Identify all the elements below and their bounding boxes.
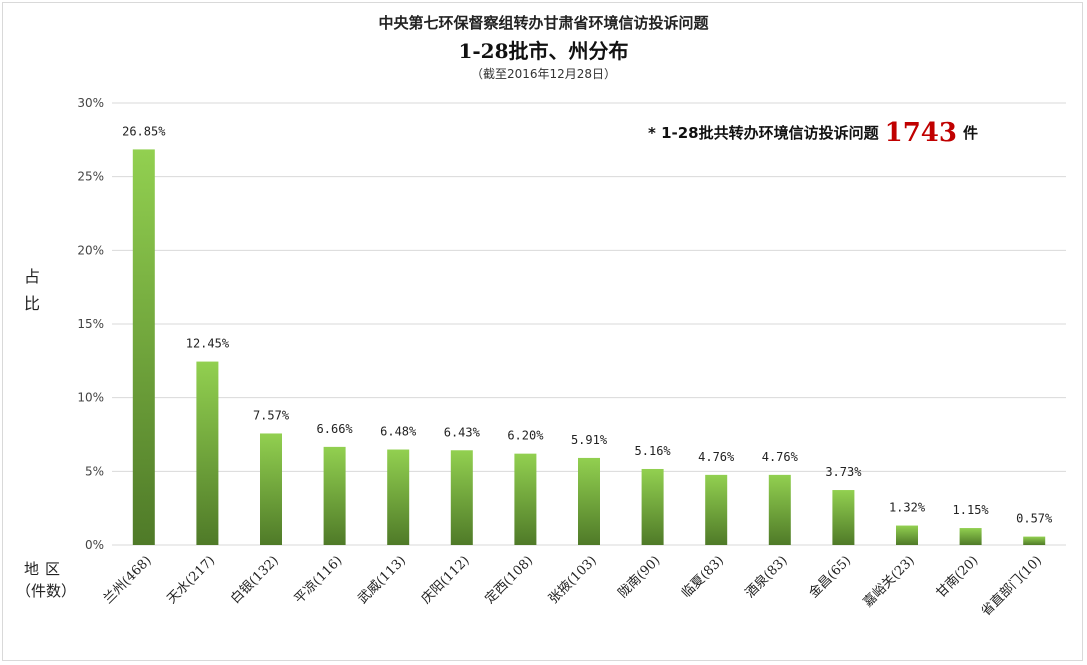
data-label: 6.48% bbox=[380, 425, 417, 439]
y-tick-label: 15% bbox=[77, 317, 104, 331]
bar bbox=[514, 453, 537, 545]
data-label: 7.57% bbox=[253, 408, 290, 422]
data-label: 4.76% bbox=[698, 450, 735, 464]
data-label: 6.20% bbox=[507, 429, 544, 443]
total-note: * 1-28批共转办环境信访投诉问题 1743 件 bbox=[648, 118, 978, 148]
bar bbox=[323, 446, 346, 545]
data-label: 1.15% bbox=[953, 503, 990, 517]
x-tick-label: 平凉(116) bbox=[292, 553, 346, 607]
x-tick-label: 嘉峪关(23) bbox=[861, 553, 918, 610]
y-tick-label: 5% bbox=[85, 464, 104, 478]
x-tick-label: 天水(217) bbox=[165, 553, 219, 607]
y-tick-label: 25% bbox=[77, 170, 104, 184]
bar bbox=[260, 433, 282, 545]
data-label: 6.43% bbox=[444, 425, 481, 439]
total-note-prefix: * 1-28批共转办环境信访投诉问题 bbox=[648, 124, 879, 142]
bar bbox=[768, 474, 791, 545]
y-axis-label-line2: 比 bbox=[24, 294, 41, 313]
x-axis-label-line2: （件数） bbox=[16, 582, 77, 600]
total-note-suffix: 件 bbox=[962, 124, 978, 142]
x-tick-label: 张掖(103) bbox=[546, 553, 600, 607]
data-label: 6.66% bbox=[317, 422, 354, 436]
x-tick-label: 白银(132) bbox=[227, 553, 281, 607]
data-label: 5.16% bbox=[635, 444, 672, 458]
bar bbox=[641, 468, 664, 545]
x-tick-label: 陇南(90) bbox=[615, 553, 664, 602]
data-label: 5.91% bbox=[571, 433, 608, 447]
total-note-number: 1743 bbox=[884, 118, 957, 148]
bar bbox=[832, 490, 855, 545]
x-tick-label: 定西(108) bbox=[483, 553, 537, 607]
x-tick-label: 临夏(83) bbox=[679, 553, 727, 601]
y-tick-label: 10% bbox=[77, 391, 104, 405]
data-label: 3.73% bbox=[825, 465, 862, 479]
bar bbox=[196, 361, 219, 545]
x-tick-label: 省直部门(10) bbox=[979, 553, 1045, 619]
x-axis-label-line1: 地区 bbox=[24, 560, 67, 578]
x-tick-label: 酒泉(83) bbox=[742, 553, 791, 602]
chart-subtitle: 1-28批市、州分布 bbox=[458, 39, 629, 63]
data-label: 12.45% bbox=[186, 337, 230, 351]
bar bbox=[896, 525, 918, 545]
data-label: 0.57% bbox=[1016, 512, 1053, 526]
chart-title: 中央第七环保督察组转办甘肃省环境信访投诉问题 bbox=[378, 14, 709, 32]
x-tick-label: 兰州(468) bbox=[101, 553, 155, 607]
chart-date-note: （截至2016年12月28日） bbox=[470, 67, 617, 81]
bar bbox=[959, 528, 982, 545]
y-tick-label: 30% bbox=[77, 96, 104, 110]
y-axis-label-line1: 占 bbox=[24, 267, 41, 286]
data-label: 1.32% bbox=[889, 501, 926, 515]
bar bbox=[1023, 536, 1046, 545]
x-tick-label: 金昌(65) bbox=[806, 553, 855, 602]
y-tick-label: 0% bbox=[85, 538, 104, 552]
bar bbox=[387, 449, 410, 545]
x-tick-label: 甘南(20) bbox=[933, 553, 982, 602]
data-label: 26.85% bbox=[122, 124, 166, 138]
data-label: 4.76% bbox=[762, 450, 799, 464]
y-tick-label: 20% bbox=[77, 243, 104, 257]
bar bbox=[132, 149, 155, 545]
bar bbox=[705, 474, 728, 545]
x-tick-label: 武威(113) bbox=[355, 553, 409, 607]
x-tick-label: 庆阳(112) bbox=[419, 553, 473, 607]
bar bbox=[578, 457, 600, 545]
bar bbox=[450, 450, 473, 545]
